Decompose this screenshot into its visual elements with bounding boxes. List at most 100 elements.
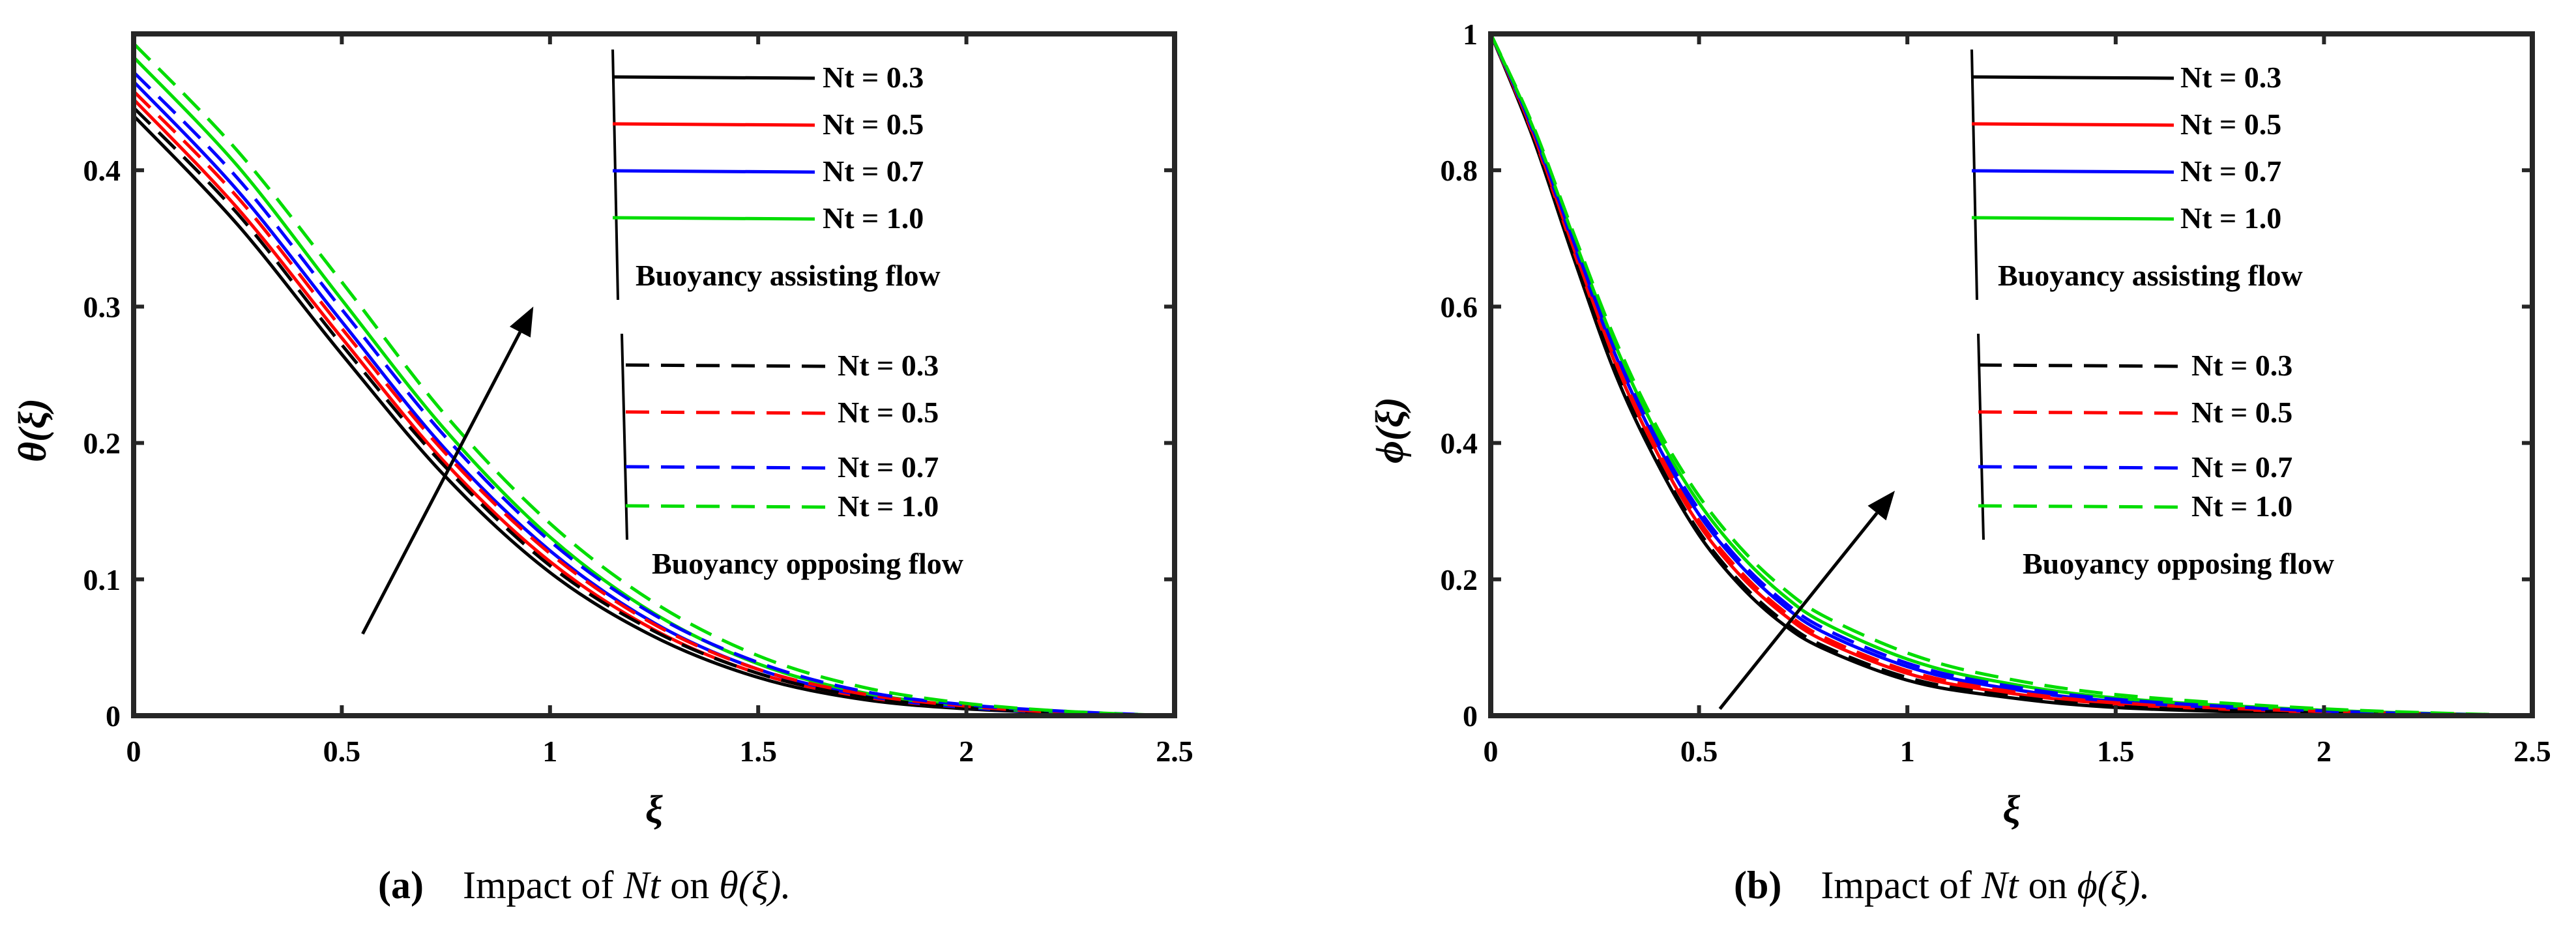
legend-swatch	[625, 465, 828, 470]
caption-text: Impact of	[463, 864, 624, 907]
y-tick-label: 0.2	[83, 427, 121, 460]
legend-entry-label: Nt = 1.0	[823, 201, 924, 235]
series-line-assisting-10	[134, 55, 1175, 716]
legend-swatch	[1978, 465, 2181, 470]
trend-arrow-shaft	[361, 331, 522, 635]
series-line-assisting-10	[1491, 34, 2532, 716]
series-line-opposing-05	[1491, 34, 2532, 716]
legend-entry-label: Nt = 0.3	[2191, 349, 2292, 382]
legend-entry-label: Nt = 0.5	[2191, 396, 2292, 429]
x-tick-label: 1.5	[739, 735, 777, 768]
legend-swatch	[625, 363, 828, 368]
caption-label: (b)	[1734, 864, 1781, 907]
legend-entry-label: Nt = 0.5	[823, 108, 924, 141]
figure-caption: (b) Impact of Nt on ϕ(ξ).	[1734, 864, 2150, 907]
series-line-opposing-10	[134, 42, 1175, 716]
y-tick-label: 0.1	[83, 563, 121, 596]
series-line-assisting-07	[134, 80, 1175, 716]
series-line-assisting-03	[1491, 34, 2532, 716]
legend-swatch	[1971, 169, 2174, 174]
x-axis-label: ξ	[2003, 788, 2021, 831]
panel-a: 0 0.5 1 1.5 2 2.500.10.20.30.4θ(ξ)ξNt = 0.3Nt…	[11, 31, 1193, 907]
y-tick-label: 1	[1463, 18, 1478, 51]
x-tick-label: 2	[2317, 735, 2332, 768]
legend-entry-label: Nt = 1.0	[2180, 201, 2281, 235]
y-axis-label: ϕ(ξ)	[1368, 397, 1411, 463]
legend-entry-label: Nt = 0.3	[2180, 61, 2281, 94]
legend-entry-label: Nt = 0.5	[838, 396, 939, 429]
caption-text: on	[660, 864, 719, 907]
y-tick-label: 0	[106, 699, 121, 733]
y-tick-label: 0.4	[1441, 427, 1478, 460]
legend-swatch	[612, 75, 815, 80]
legend-swatch	[1971, 122, 2174, 127]
x-tick-label: 2.5	[1156, 735, 1193, 768]
legend-swatch	[625, 504, 828, 509]
caption-text: on	[2019, 864, 2077, 907]
y-tick-label: 0.2	[1441, 563, 1478, 596]
axes-frame	[1488, 31, 2535, 718]
x-tick-label: 1	[1900, 735, 1915, 768]
series-group	[1491, 34, 2532, 716]
x-tick-label: 2	[959, 735, 974, 768]
x-tick-label: 0	[126, 735, 141, 768]
axes-frame	[131, 31, 1177, 718]
series-line-opposing-03	[134, 106, 1175, 716]
x-tick-label: 2.5	[2513, 735, 2551, 768]
caption-label: (a)	[378, 864, 424, 907]
y-tick-label: 0.4	[83, 154, 121, 187]
trend-arrow-shaft	[1718, 512, 1879, 710]
series-line-opposing-10	[1491, 34, 2532, 716]
legend-title: Buoyancy assisting flow	[636, 259, 941, 292]
figure-caption: (a) Impact of Nt on θ(ξ).	[378, 864, 791, 907]
legend-swatch	[625, 410, 828, 415]
legend-entry-label: Nt = 0.3	[838, 349, 939, 382]
legend-entry-label: Nt = 0.7	[2191, 450, 2292, 484]
series-line-opposing-07	[134, 70, 1175, 716]
legend-swatch	[612, 216, 815, 221]
legend-title: Buoyancy assisting flow	[1998, 259, 2303, 292]
legend-entry-label: Nt = 0.7	[2180, 154, 2281, 188]
x-tick-label: 1.5	[2097, 735, 2135, 768]
panel-b: 0 0.5 1 1.5 2 2.500.20.40.60.81ϕ(ξ)ξNt = 0.3N…	[1368, 18, 2551, 907]
legend-bracket-line	[1970, 49, 1978, 300]
series-line-opposing-07	[1491, 34, 2532, 716]
y-tick-label: 0.6	[1441, 290, 1478, 323]
legend-swatch	[612, 169, 815, 174]
legend-bracket-line	[611, 49, 619, 300]
legend-opposing: Nt = 0.3 Nt = 0.5 Nt = 0.7 Nt = 1.0 Buoyancy…	[1977, 333, 2334, 580]
x-axis-label: ξ	[645, 788, 663, 831]
series-line-assisting-07	[1491, 34, 2532, 716]
legend-entry-label: Nt = 0.7	[823, 154, 924, 188]
y-axis-label: θ(ξ)	[11, 398, 54, 462]
caption-text: Impact of	[1821, 864, 1982, 907]
legend-entry-label: Nt = 0.3	[823, 61, 924, 94]
x-tick-label: 0.5	[1680, 735, 1718, 768]
x-tick-label: 0.5	[323, 735, 361, 768]
y-tick-label: 0	[1463, 699, 1478, 733]
legend-entry-label: Nt = 1.0	[838, 490, 939, 523]
x-tick-label: 0	[1484, 735, 1499, 768]
legend-opposing: Nt = 0.3 Nt = 0.5 Nt = 0.7 Nt = 1.0 Buoyancy…	[621, 333, 963, 580]
legend-swatch	[1971, 216, 2174, 221]
series-line-opposing-05	[134, 90, 1175, 716]
trend-arrow-head	[509, 306, 534, 338]
legend-entry-label: Nt = 1.0	[2191, 490, 2292, 523]
x-tick-label: 1	[542, 735, 557, 768]
legend-swatch	[612, 122, 815, 127]
caption-function: ϕ(ξ).	[2077, 864, 2150, 907]
legend-swatch	[1978, 363, 2181, 368]
legend-entry-label: Nt = 0.7	[838, 450, 939, 484]
legend-title: Buoyancy opposing flow	[2023, 547, 2334, 580]
y-tick-label: 0.3	[83, 290, 121, 323]
series-line-assisting-05	[1491, 34, 2532, 716]
legend-swatch	[1978, 504, 2181, 509]
legend-title: Buoyancy opposing flow	[652, 547, 963, 580]
caption-function: θ(ξ).	[719, 864, 791, 907]
caption-variable: Nt	[623, 864, 662, 907]
legend-assisting: Nt = 0.3 Nt = 0.5 Nt = 0.7 Nt = 1.0 Buoyancy…	[1970, 49, 2303, 300]
series-group	[134, 42, 1175, 716]
legend-swatch	[1978, 410, 2181, 415]
legend-assisting: Nt = 0.3 Nt = 0.5 Nt = 0.7 Nt = 1.0 Buoyancy…	[611, 49, 941, 300]
